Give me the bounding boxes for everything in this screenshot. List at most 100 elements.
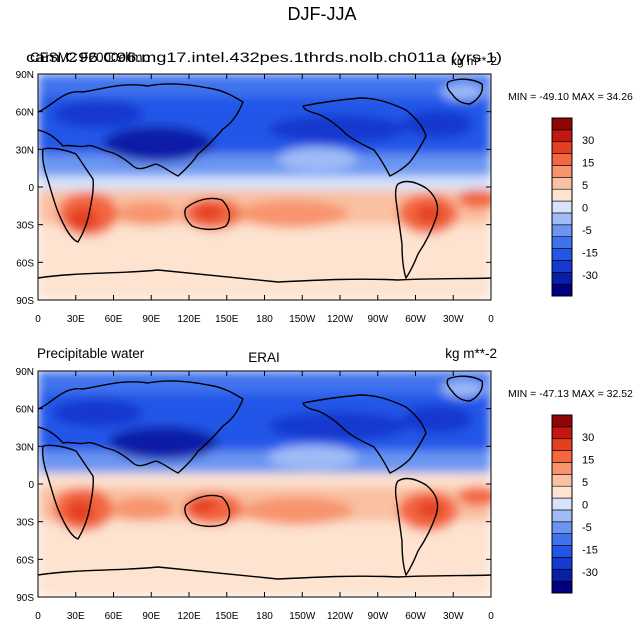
bottom-band-arctic [38,371,491,393]
top-feature-australia-core [194,204,222,220]
top-min-max-label: MIN = -49.10 MAX = 34.26 [508,91,633,103]
top-x-tick-label: 150E [215,314,239,325]
top-coast-africa [41,147,94,243]
bottom-x-tick-label: 150W [289,611,316,622]
bottom-band-southern [38,551,491,597]
bottom-title-right: kg m**-2 [445,346,497,361]
top-x-tick-label: 0 [488,314,494,325]
bottom-feature-australia-core [189,497,217,513]
top-y-tick-label: 0 [28,183,34,194]
bottom-colorbar-label: 15 [582,455,594,467]
top-colorbar-swatch [551,165,573,178]
bottom-x-tick-label: 90W [367,611,388,622]
bottom-colorbar-swatch [551,426,573,440]
bottom-colorbar-label: -5 [582,522,592,534]
bottom-colorbar-swatch [551,497,573,511]
top-x-tick-label: 30W [443,314,464,325]
bottom-feature-pacific-light [268,445,358,469]
bottom-panel: Precipitable water ERAI kg m**-2 MIN = -… [16,346,633,622]
bottom-colorbar-label: -30 [582,567,598,579]
top-colorbar-swatch [551,224,573,237]
top-colorbar-swatch [551,212,573,226]
bottom-colorbar-swatch [551,474,573,487]
main-title: DJF-JJA [288,4,357,24]
bottom-colorbar-swatch [551,533,573,546]
top-band-nh-sub [38,154,491,176]
top-coast-n-america [302,97,427,177]
bottom-title-left: Precipitable water [37,346,145,361]
bottom-colorbar-frame [551,414,573,594]
bottom-feature-atlantic-high [458,486,491,506]
top-y-tick-label: 30N [16,145,34,156]
top-feature-asia-low [103,126,213,162]
top-x-tick-label: 180 [256,314,273,325]
bottom-colorbar-swatch [551,450,573,463]
top-colorbar: 30 15 5 0 -5 -15 -30 [551,117,598,297]
bottom-y-tick-label: 0 [28,480,34,491]
top-colorbar-swatch [551,248,573,261]
top-colorbar-swatch [551,236,573,249]
top-title-left: CESM2 F2000climo [30,50,150,65]
top-title-right: kg m**-2 [451,54,497,68]
top-colorbar-label: 30 [582,135,594,147]
top-x-tick-label: 90W [367,314,388,325]
bottom-feature-samerica-core [417,500,443,518]
top-x-axis: 0 30E 60E 90E 120E 150E 180 150W 120W 90W 60W 30W 0 [35,74,494,325]
top-band-southern [38,254,491,300]
top-feature-atlantic-high [458,189,491,209]
bottom-colorbar-swatch [551,557,573,570]
top-colorbar-swatch [551,260,573,273]
bottom-coast-australia [184,494,231,528]
bottom-colorbar-swatch [551,438,573,451]
top-feature-south-pacific [238,200,348,228]
top-colorbar-label: 15 [582,158,594,170]
bottom-x-tick-label: 0 [488,611,494,622]
bottom-colorbar-swatch [551,414,573,428]
bottom-x-tick-label: 90E [142,611,160,622]
bottom-colorbar-swatch [551,580,573,594]
top-x-tick-label: 120W [327,314,354,325]
bottom-band-nh-sub [38,451,491,473]
bottom-x-tick-label: 120E [177,611,201,622]
bottom-x-axis: 0 30E 60E 90E 120E 150E 180 150W 120W 90W 60W 30W 0 [35,371,494,622]
top-map-viewport [38,74,491,300]
top-y-tick-label: 30S [16,221,34,232]
top-colorbar-swatch [551,153,573,166]
bottom-coast-n-america [302,394,427,474]
bottom-colorbar-swatch [551,485,573,499]
top-map [37,73,492,301]
bottom-colorbar-swatch [551,568,573,582]
bottom-map-viewport [38,371,491,597]
bottom-coast-s-america [394,477,439,576]
bottom-x-tick-label: 120W [327,611,354,622]
top-coast-greenland [446,78,484,105]
bottom-y-axis: 90N 60N 30N 0 30S 60S 90S [16,367,491,604]
top-y-tick-label: 60N [16,108,34,119]
bottom-colorbar-swatch [551,521,573,534]
bottom-feature-asia-low [108,426,218,460]
top-y-tick-label: 90N [16,70,34,81]
top-title-center: cam.C96.C96.mg17.intel.432pes.1thrds.nol… [26,50,502,65]
top-coast-antarctica [38,269,491,283]
top-x-tick-label: 90E [142,314,160,325]
top-feature-nh-low-2 [268,115,408,143]
top-y-axis: 90N 60N 30N 0 30S 60S 90S [16,70,491,307]
bottom-y-tick-label: 90S [16,593,34,604]
top-feature-greenland-light [441,84,485,100]
bottom-coast-africa [41,444,94,540]
top-colorbar-swatch [551,141,573,154]
bottom-y-tick-label: 60N [16,405,34,416]
bottom-x-tick-label: 180 [256,611,273,622]
bottom-feature-indian-ocean [113,497,173,521]
bottom-feature-nh-low-3 [403,405,473,433]
bottom-y-tick-label: 90N [16,367,34,378]
top-x-tick-label: 120E [177,314,201,325]
top-colorbar-label: 5 [582,180,588,192]
bottom-x-tick-label: 0 [35,611,41,622]
top-colorbar-swatch [551,117,573,131]
bottom-x-tick-label: 30E [67,611,85,622]
bottom-x-tick-label: 60E [105,611,123,622]
top-colorbar-swatch [551,271,573,285]
top-feature-africa-core [68,207,98,231]
bottom-colorbar-label: -15 [582,545,598,557]
